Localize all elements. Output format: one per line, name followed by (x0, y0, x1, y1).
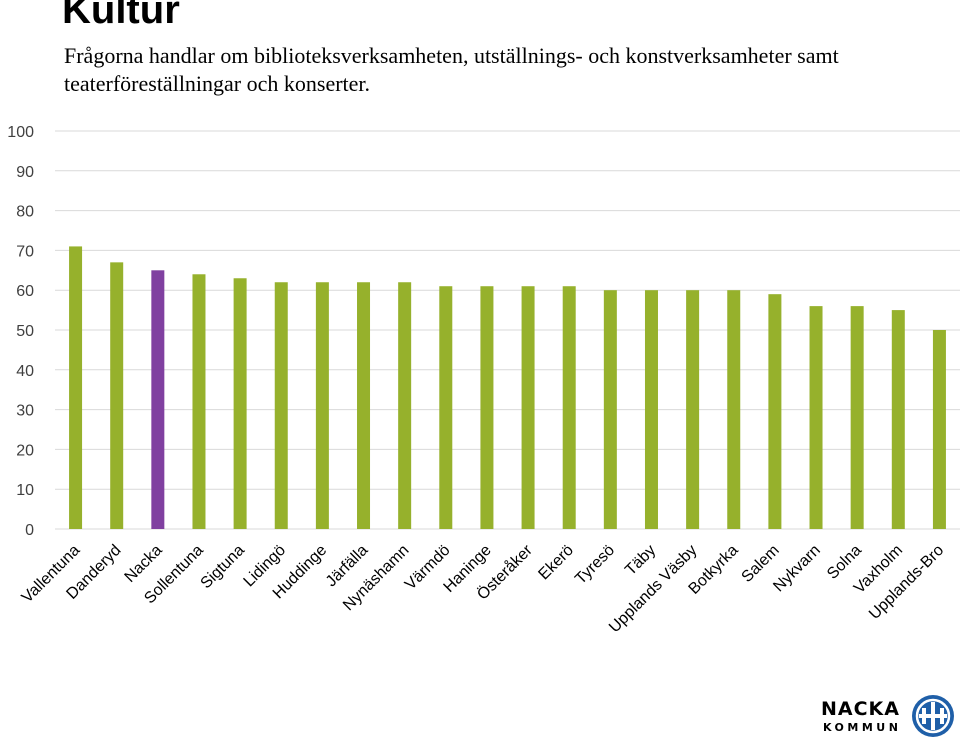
bar-huddinge (315, 282, 329, 529)
logo-line2: KOMMUN (823, 721, 901, 734)
bar-österåker (521, 286, 535, 529)
y-tick-label: 40 (16, 363, 34, 380)
bar-nykvarn (809, 306, 823, 529)
y-tick-label: 10 (16, 482, 34, 499)
bar-ekerö (562, 286, 576, 529)
chart-bars (69, 246, 946, 530)
x-category-label: Ekerö (535, 542, 577, 584)
y-tick-label: 30 (16, 403, 34, 420)
y-tick-label: 20 (16, 442, 34, 459)
bar-lidingö (274, 282, 288, 529)
logo-line1: NACKA (821, 698, 900, 720)
y-tick-label: 80 (16, 204, 34, 221)
bar-vallentuna (69, 246, 83, 530)
page-title: Kultur (62, 0, 180, 32)
bar-nacka (151, 270, 165, 529)
x-category-label: Täby (622, 542, 659, 579)
bar-sigtuna (233, 278, 247, 529)
y-axis-ticks: 0 10 20 30 40 50 60 70 80 90 100 (7, 124, 34, 539)
nacka-kommun-logo: NACKA KOMMUN (821, 695, 954, 737)
y-tick-label: 100 (7, 124, 34, 141)
x-category-label: Tyresö (572, 542, 618, 588)
chart-gridlines (55, 130, 960, 530)
y-tick-label: 70 (16, 243, 34, 260)
bar-upplands-bro (932, 330, 946, 529)
bar-nynäshamn (398, 282, 412, 529)
x-category-label: Sigtuna (198, 542, 248, 592)
x-category-label: Upplands-Bro (866, 542, 947, 623)
bar-haninge (480, 286, 494, 529)
bar-vaxholm (891, 310, 905, 529)
bar-tyresö (603, 290, 617, 529)
bar-botkyrka (727, 290, 741, 529)
nacka-emblem-icon (912, 695, 954, 737)
bar-upplands-väsby (686, 290, 700, 529)
chart-subtitle: Frågorna handlar om biblioteksverksamhet… (64, 43, 839, 96)
y-tick-label: 60 (16, 283, 34, 300)
bar-salem (768, 294, 782, 529)
bar-solna (850, 306, 864, 529)
y-tick-label: 0 (25, 522, 34, 539)
bar-täby (644, 290, 658, 529)
y-tick-label: 50 (16, 323, 34, 340)
bar-danderyd (110, 262, 124, 529)
bar-värmdö (439, 286, 453, 529)
bar-järfälla (357, 282, 371, 529)
bar-sollentuna (192, 274, 206, 529)
x-axis-labels: VallentunaDanderydNackaSollentunaSigtuna… (19, 541, 948, 637)
y-tick-label: 90 (16, 164, 34, 181)
